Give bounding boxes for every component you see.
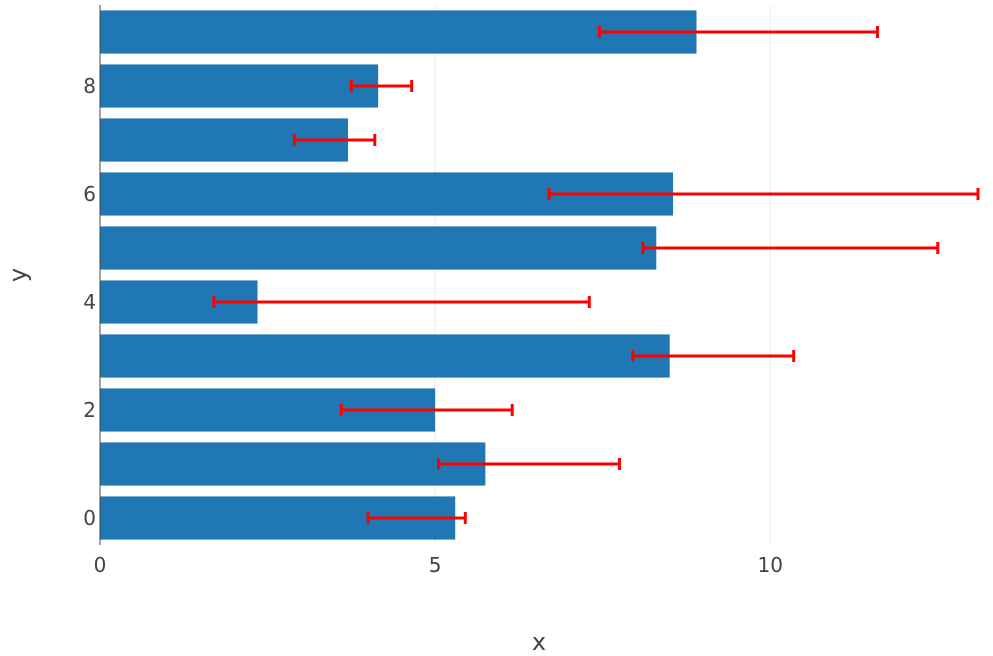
error-bar [547, 188, 980, 200]
error-bar [366, 512, 467, 524]
bar [100, 442, 486, 486]
error-bar [212, 296, 591, 308]
error-bar [339, 404, 514, 416]
error-bar [631, 350, 796, 362]
y-tick-label: 0 [83, 506, 96, 530]
bar [100, 10, 697, 54]
y-axis-title: y [4, 268, 32, 282]
x-axis-title: x [532, 628, 546, 656]
bar [100, 64, 379, 108]
x-axis-ticks: 0 5 10 [94, 553, 783, 577]
error-bar [292, 134, 377, 146]
bars [100, 10, 697, 540]
y-tick-label: 4 [83, 290, 96, 314]
y-axis-ticks: 0 2 4 6 8 [83, 74, 96, 530]
y-tick-label: 6 [83, 182, 96, 206]
x-tick-label: 10 [758, 553, 783, 577]
y-tick-label: 2 [83, 398, 96, 422]
error-bar [349, 80, 414, 92]
bar [100, 334, 670, 378]
error-bar [436, 458, 621, 470]
bar [100, 226, 657, 270]
error-bar [641, 242, 940, 254]
error-bars [212, 26, 980, 524]
x-tick-label: 0 [94, 553, 107, 577]
x-tick-label: 5 [429, 553, 442, 577]
y-tick-label: 8 [83, 74, 96, 98]
error-bar [597, 26, 879, 38]
